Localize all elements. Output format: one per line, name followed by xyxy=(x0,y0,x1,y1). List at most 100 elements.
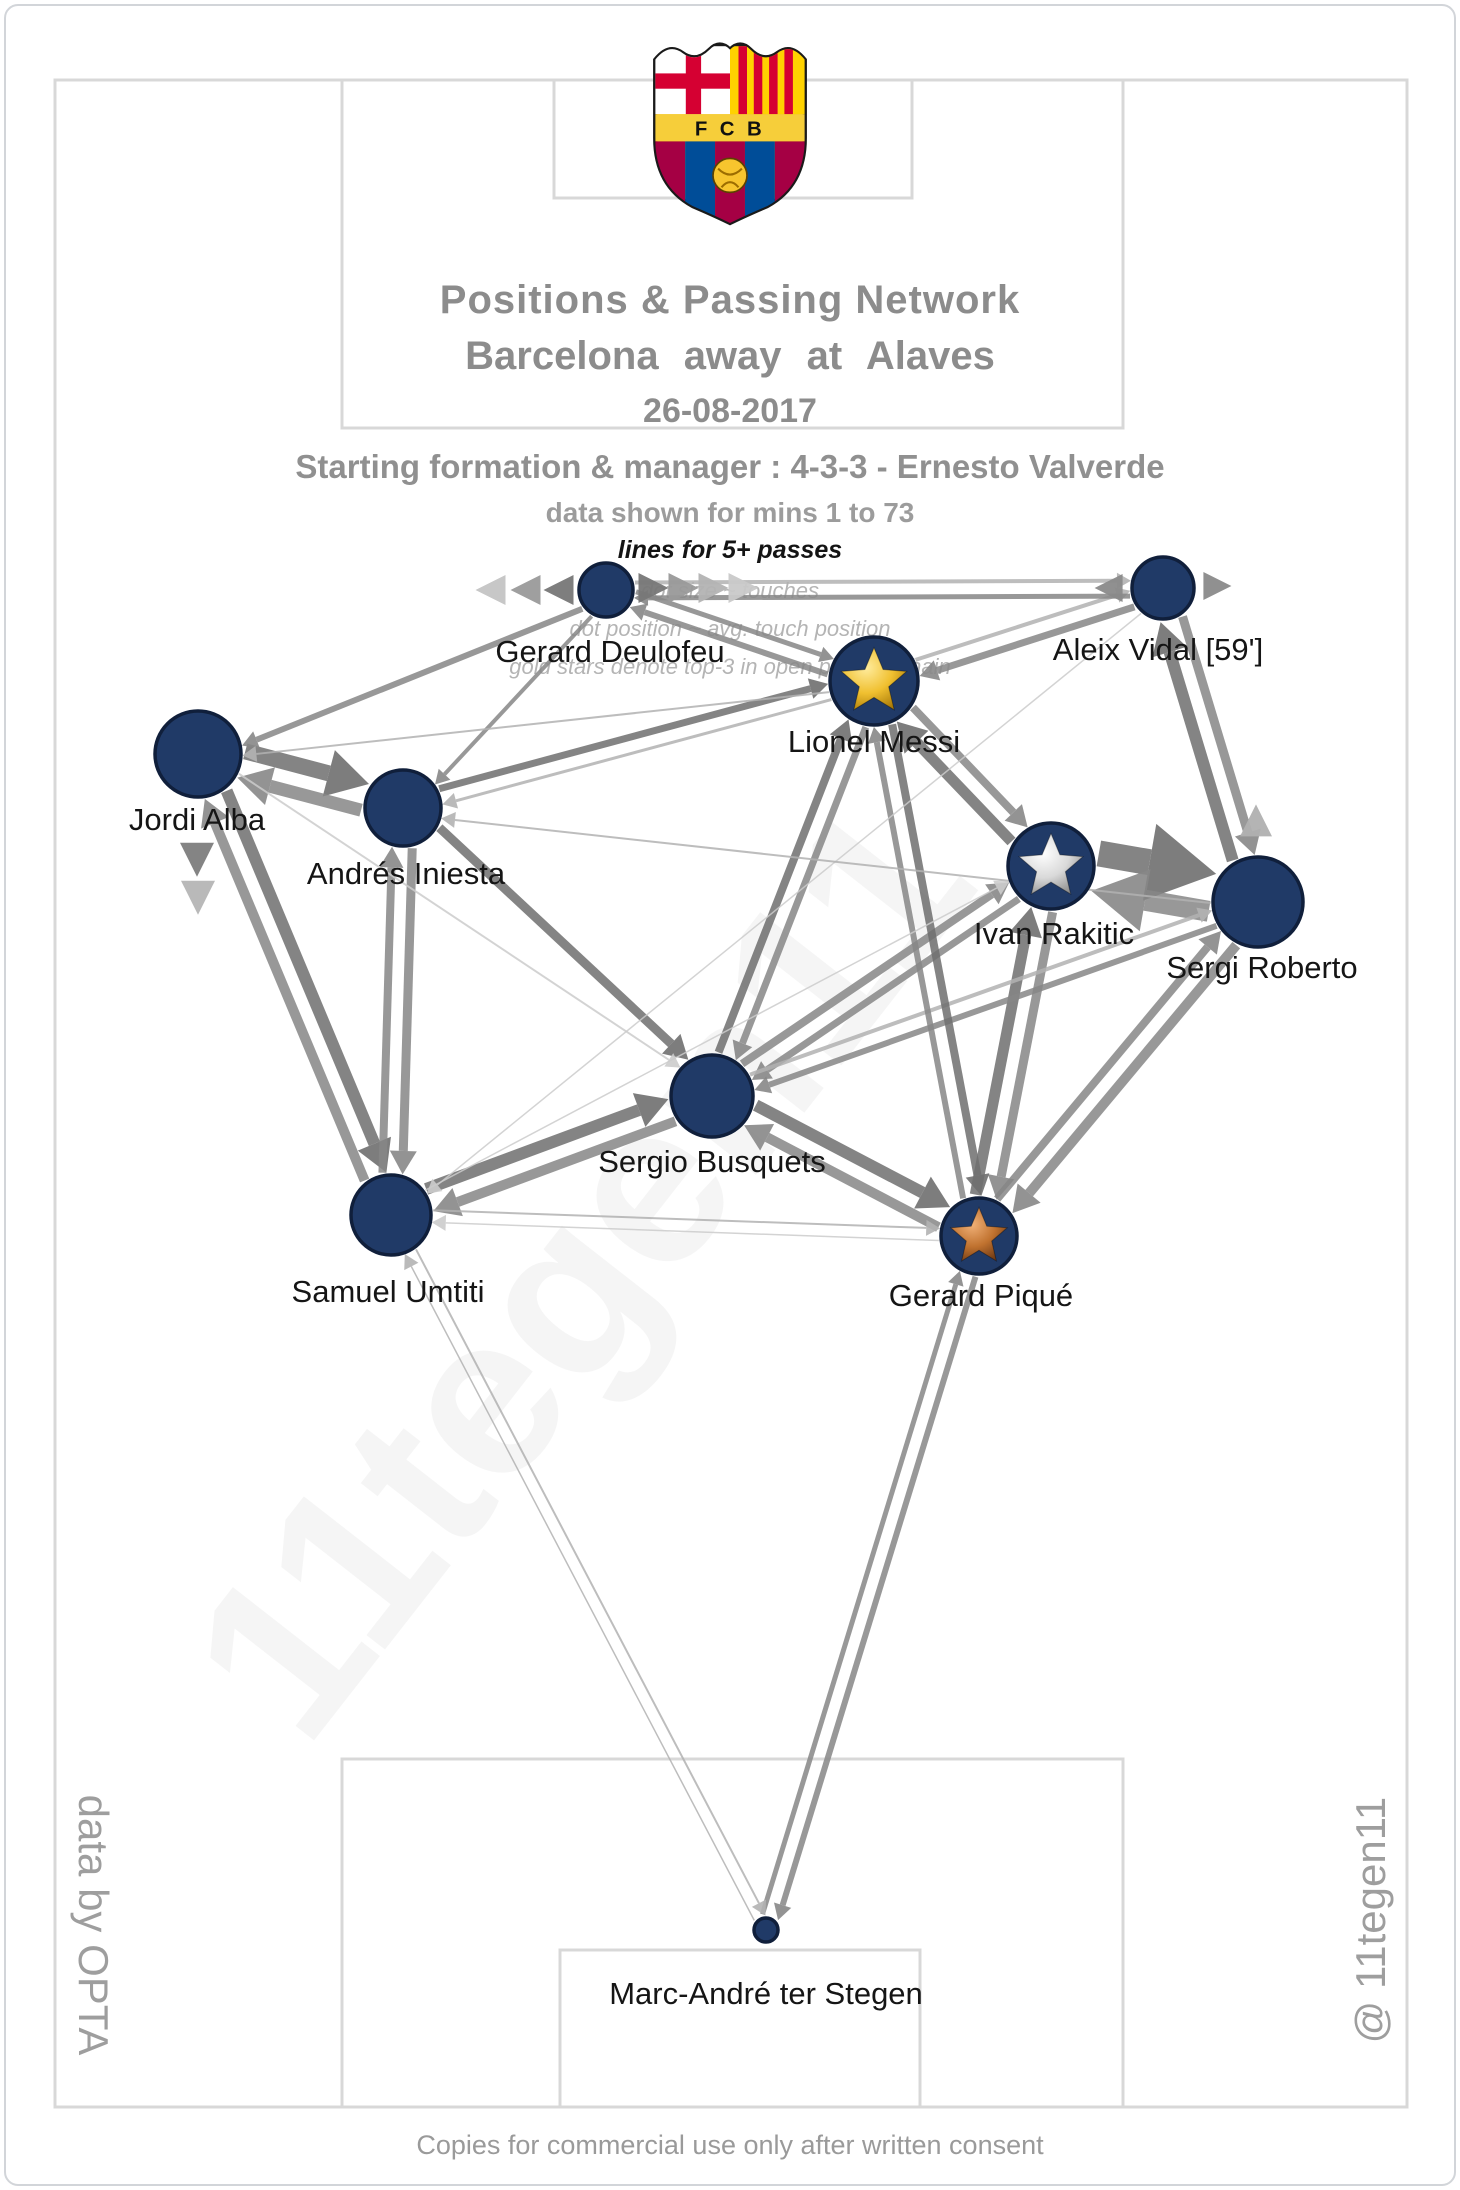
pass-line-terstegen-to-umtiti xyxy=(410,1266,755,1921)
gold-star-icon xyxy=(840,646,908,711)
player-node-deulofeu xyxy=(577,561,635,619)
pass-line-rakitic-to-busquets xyxy=(765,895,1021,1073)
player-node-roberto xyxy=(1211,855,1305,949)
pass-line-umtiti-to-iniesta xyxy=(378,867,396,1173)
legend-lines-rule: lines for 5+ passes xyxy=(617,536,843,564)
pass-line-umtiti-to-busquets xyxy=(424,1104,642,1195)
pass-arrowhead-icon xyxy=(914,1176,951,1209)
chevron-arrow-icon xyxy=(638,573,669,603)
credit-data-source: data by OPTA xyxy=(70,1795,117,2056)
pass-arrowhead-icon xyxy=(1142,823,1217,901)
pass-arrowhead-icon xyxy=(662,1033,689,1060)
formation-manager: Starting formation & manager : 4-3-3 - E… xyxy=(295,448,1165,485)
player-label-alba: Jordi Alba xyxy=(129,802,266,837)
pass-arrowhead-icon xyxy=(919,660,941,681)
silver-star-icon xyxy=(1017,832,1085,896)
chevron-arrow-icon xyxy=(1240,804,1272,837)
pass-arrowhead-icon xyxy=(1198,931,1221,955)
pass-arrowhead-icon xyxy=(441,812,456,828)
pass-arrowhead-icon xyxy=(925,1219,941,1236)
pass-line-iniesta-to-busquets xyxy=(436,824,675,1048)
pass-arrowhead-icon xyxy=(1009,906,1042,939)
player-label-vidal: Aleix Vidal [59'] xyxy=(1053,632,1263,667)
crest-gold-band xyxy=(655,114,805,142)
pass-arrowhead-icon xyxy=(1196,907,1213,923)
pass-line-pique-to-busquets xyxy=(764,1132,941,1232)
pass-line-umtiti-to-rakitic xyxy=(425,887,998,1191)
pass-line-pique-to-rakitic xyxy=(969,933,1032,1196)
pass-line-pique-to-umtiti xyxy=(445,1222,939,1242)
legend-dot-position: dot position ~ avg. touch position xyxy=(569,616,891,641)
pass-line-rakitic-to-roberto xyxy=(1096,840,1152,876)
pass-line-pique-to-terstegen xyxy=(779,1275,979,1907)
pass-arrowhead-icon xyxy=(426,1178,443,1194)
pass-arrowhead-icon xyxy=(829,719,853,744)
pass-line-alba-to-umtiti xyxy=(221,788,380,1147)
player-node-vidal xyxy=(1130,555,1196,621)
pass-arrowhead-icon xyxy=(404,1254,419,1271)
chevron-arrow-icon xyxy=(668,573,699,603)
pass-line-messi-to-deulofeu xyxy=(643,609,829,678)
chevron-arrow-icon xyxy=(698,573,729,603)
player-label-deulofeu: Gerard Deulofeu xyxy=(495,634,724,669)
pass-line-vidal-to-roberto xyxy=(1178,615,1253,834)
pitch-goal-area-bottom xyxy=(558,1948,922,2109)
pass-arrowhead-icon xyxy=(434,768,451,785)
player-label-roberto: Sergi Roberto xyxy=(1166,950,1357,985)
pass-line-iniesta-to-alba xyxy=(268,779,363,817)
player-nodes xyxy=(153,555,1305,1944)
pass-arrowhead-icon xyxy=(754,1076,773,1094)
pass-line-vidal-to-messi xyxy=(935,603,1136,674)
pass-arrowhead-icon xyxy=(751,1899,767,1916)
pass-line-umtiti-to-terstegen xyxy=(415,1248,760,1904)
pass-arrowhead-icon xyxy=(948,1270,964,1287)
chevron-arrow-icon xyxy=(180,842,214,877)
pass-arrowhead-icon xyxy=(322,750,370,797)
pass-arrowhead-icon xyxy=(896,721,929,754)
pass-arrowhead-icon xyxy=(379,846,404,868)
player-label-umtiti: Samuel Umtiti xyxy=(292,1274,485,1309)
match-date: 26-08-2017 xyxy=(643,392,817,430)
pass-arrowhead-icon xyxy=(242,745,258,762)
pass-arrowhead-icon xyxy=(242,731,260,749)
pass-arrowhead-icon xyxy=(629,603,648,621)
chevron-arrow-icon xyxy=(728,573,759,603)
pass-arrowhead-icon xyxy=(1091,869,1151,932)
chevron-arrow-icon xyxy=(475,575,506,605)
pass-line-rakitic-to-messi xyxy=(912,738,1016,846)
pass-arrowhead-icon xyxy=(201,798,229,829)
pass-arrowhead-icon xyxy=(993,880,1010,895)
pass-line-rakitic-to-pique xyxy=(996,911,1058,1178)
player-label-messi: Lionel Messi xyxy=(788,724,960,759)
player-node-busquets xyxy=(669,1053,755,1139)
pass-line-messi-to-busquets xyxy=(739,725,870,1045)
chevron-arrow-icon xyxy=(510,575,541,605)
player-label-pique: Gerard Piqué xyxy=(889,1278,1073,1313)
pass-line-deulofeu-to-messi xyxy=(635,589,822,657)
pass-line-busquets-to-messi xyxy=(714,737,845,1054)
pass-line-pique-to-roberto xyxy=(994,944,1211,1202)
pass-line-iniesta-to-messi xyxy=(438,685,812,793)
chevron-arrow-icon xyxy=(1094,574,1123,602)
player-node-terstegen xyxy=(752,1916,780,1944)
pass-arrowhead-icon xyxy=(1152,622,1187,658)
pass-line-messi-to-rakitic xyxy=(909,704,1017,816)
pass-arrowhead-icon xyxy=(867,726,886,744)
pass-line-messi-to-vidal xyxy=(914,593,1118,662)
pass-line-deulofeu-to-alba xyxy=(255,606,584,743)
chevron-arrow-icon xyxy=(1203,572,1232,600)
pass-arrowhead-icon xyxy=(389,1150,417,1175)
pitch-penalty-box-bottom xyxy=(340,1757,1125,2109)
pass-arrowhead-icon xyxy=(442,793,459,809)
chevron-arrow-icon xyxy=(181,880,215,915)
player-label-iniesta: Andrés Iniesta xyxy=(307,856,506,891)
pass-line-terstegen-to-pique xyxy=(760,1283,959,1916)
chevron-arrow-icon xyxy=(543,575,574,605)
pass-arrowhead-icon xyxy=(433,1187,463,1217)
pass-line-busquets-to-pique xyxy=(752,1099,926,1198)
pass-line-roberto-to-vidal xyxy=(1163,650,1239,863)
pass-line-busquets-to-umtiti xyxy=(455,1116,678,1207)
pass-line-messi-to-iniesta xyxy=(455,698,832,803)
pass-line-pique-to-messi xyxy=(873,741,967,1199)
pass-arrowhead-icon xyxy=(807,678,829,699)
